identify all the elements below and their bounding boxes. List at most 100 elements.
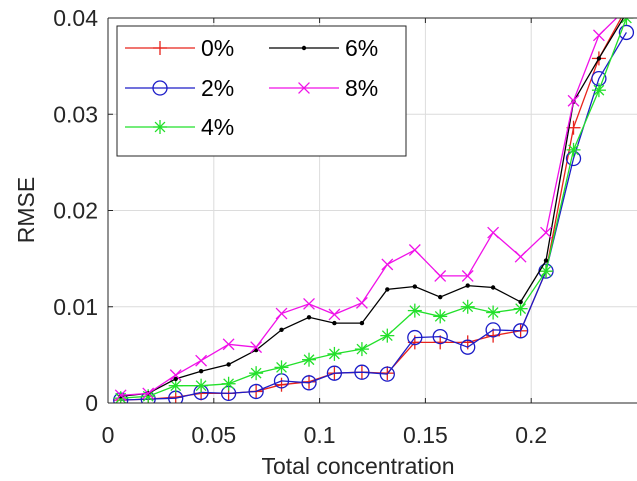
data-point-2-pct (512, 323, 529, 339)
y-tick-label: 0.04 (53, 5, 98, 31)
data-point-8-pct (540, 226, 552, 239)
data-point-8-pct (621, 3, 632, 14)
data-point-6-pct (465, 283, 470, 288)
data-point-2-pct (618, 24, 635, 41)
data-point-8-pct (567, 94, 580, 107)
legend: 0% 2% 4% 6% 8% (116, 25, 407, 157)
data-point-8-pct (356, 296, 368, 309)
data-point-6-pct (279, 327, 284, 333)
legend-marker (153, 41, 167, 55)
legend-marker (152, 80, 168, 96)
data-point-6-pct (359, 320, 365, 326)
data-point-8-pct (303, 297, 315, 310)
data-point-6-pct (490, 285, 496, 290)
data-point-4-pct (194, 378, 209, 393)
data-point-6-pct (596, 56, 602, 61)
data-point-2-pct (432, 328, 448, 345)
tick-labels: 0 0.05 0.1 0.15 0.2 0 0.01 0.02 0.03 0.04 (53, 5, 547, 448)
data-point-0-pct (274, 377, 289, 392)
data-point-4-pct (354, 342, 369, 357)
x-tick-label: 0.05 (191, 422, 236, 448)
data-point-6-pct (624, 11, 628, 15)
data-point-4-pct (274, 360, 289, 375)
y-tick-label: 0.03 (53, 101, 98, 127)
data-point-8-pct (592, 29, 605, 42)
legend-entry-2-pct: 2% (125, 75, 234, 101)
data-point-6-pct (518, 299, 523, 305)
data-point-4-pct (539, 264, 554, 279)
data-point-4-pct (327, 346, 342, 361)
data-point-8-pct (408, 244, 421, 256)
data-point-2-pct (354, 364, 370, 380)
data-point-8-pct (381, 258, 394, 271)
series-line-6-pct (120, 18, 625, 397)
legend-label: 2% (201, 75, 234, 101)
legend-marker (153, 120, 167, 134)
data-point-8-pct (434, 270, 447, 282)
y-axis-label: RMSE (13, 177, 39, 243)
data-point-2-pct (460, 339, 476, 355)
data-point-4-pct (513, 301, 528, 316)
x-tick-label: 0.2 (515, 422, 547, 448)
data-point-4-pct (566, 142, 581, 157)
legend-label: 0% (201, 35, 234, 61)
axes (107, 17, 637, 404)
data-point-2-pct (248, 383, 264, 400)
y-tick-label: 0 (85, 390, 98, 416)
data-point-4-pct (407, 303, 422, 318)
series-line-2-pct (120, 32, 627, 401)
x-axis-label: Total concentration (261, 453, 454, 479)
legend-label: 4% (201, 114, 234, 140)
data-point-4-pct (249, 366, 264, 381)
data-point-0-pct (619, 1, 633, 15)
x-tick-label: 0.1 (304, 422, 336, 448)
legend-entry-6-pct: 6% (269, 35, 378, 61)
data-point-8-pct (195, 354, 208, 367)
data-point-6-pct (226, 362, 231, 367)
data-point-4-pct (460, 299, 475, 314)
legend-entry-8-pct: 8% (269, 75, 378, 101)
data-point-4-pct (619, 18, 634, 25)
data-point-8-pct (328, 308, 341, 321)
data-point-4-pct (302, 352, 317, 367)
data-point-6-pct (332, 320, 337, 326)
data-point-6-pct (385, 287, 390, 292)
data-point-2-pct (485, 322, 501, 338)
legend-marker (298, 82, 310, 94)
legend-label: 8% (345, 75, 378, 101)
series-group (113, 1, 635, 403)
legend-label: 6% (345, 35, 378, 61)
legend-entry-4-pct: 4% (125, 114, 234, 140)
data-point-2-pct (301, 375, 317, 391)
data-point-6-pct (306, 315, 312, 320)
data-point-6-pct (412, 284, 418, 289)
data-point-8-pct (222, 338, 235, 351)
data-point-4-pct (591, 83, 606, 98)
x-tick-label: 0.15 (403, 422, 448, 448)
data-point-4-pct (486, 305, 501, 320)
data-point-8-pct (114, 389, 127, 402)
data-point-6-pct (173, 376, 178, 382)
data-point-8-pct (169, 369, 182, 382)
data-point-4-pct (433, 309, 448, 324)
data-point-6-pct (438, 294, 443, 300)
data-point-2-pct (326, 365, 343, 381)
data-point-8-pct (461, 270, 474, 282)
y-tick-label: 0.02 (53, 198, 98, 224)
data-point-8-pct (250, 341, 263, 354)
data-point-8-pct (514, 250, 527, 263)
data-point-4-pct (221, 376, 236, 391)
data-point-2-pct (379, 366, 395, 382)
data-point-4-pct (380, 328, 395, 343)
data-point-8-pct (275, 307, 288, 320)
data-point-2-pct (407, 329, 423, 346)
data-point-6-pct (198, 369, 204, 374)
data-point-0-pct (302, 374, 317, 389)
x-tick-label: 0 (102, 422, 115, 448)
legend-entry-0-pct: 0% (125, 35, 234, 61)
data-point-8-pct (142, 387, 155, 400)
legend-marker (301, 45, 307, 51)
data-point-6-pct (543, 258, 549, 263)
data-point-8-pct (487, 226, 500, 239)
